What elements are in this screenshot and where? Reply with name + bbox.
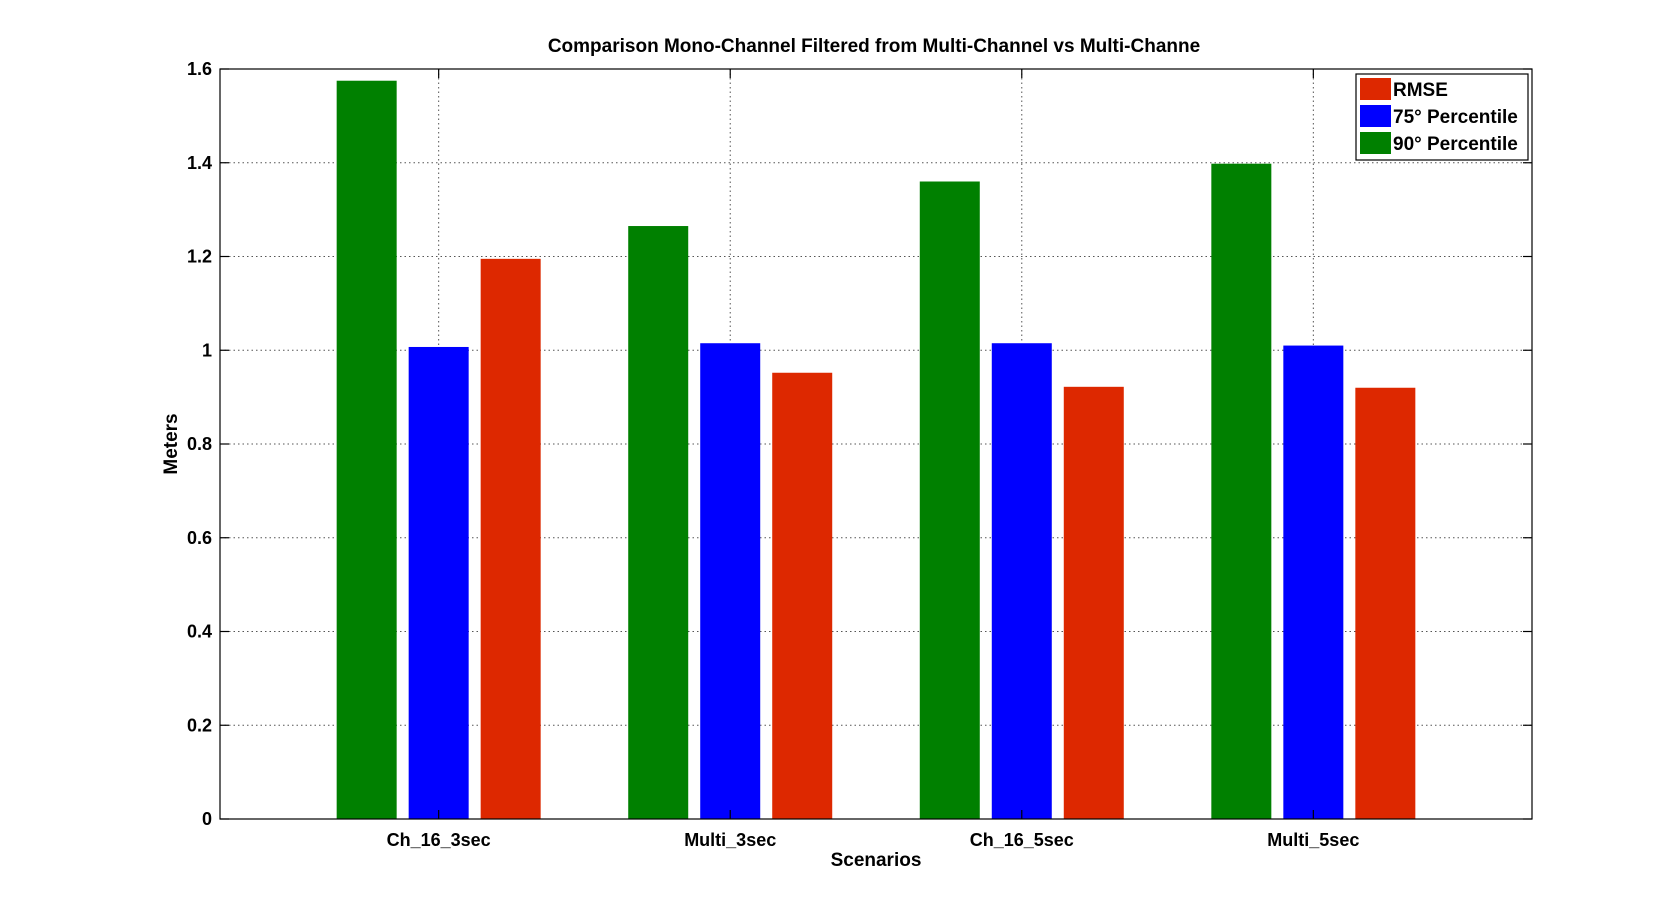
y-tick-label: 0.2 bbox=[187, 715, 212, 735]
bars bbox=[336, 80, 1416, 819]
x-tick-label: Ch_16_3sec bbox=[387, 830, 491, 850]
legend-swatch bbox=[1360, 105, 1391, 127]
bar bbox=[336, 80, 397, 819]
x-tick-label: Multi_5sec bbox=[1267, 830, 1359, 850]
y-axis-label: Meters bbox=[161, 413, 182, 474]
bar bbox=[628, 226, 689, 819]
y-tick-label: 0.8 bbox=[187, 434, 212, 454]
y-tick-label: 0.4 bbox=[187, 622, 212, 642]
legend-label: RMSE bbox=[1393, 80, 1448, 101]
bar bbox=[1211, 163, 1272, 819]
legend-swatch bbox=[1360, 132, 1391, 154]
axis-ticks: 0 0.2 0.4 0.6 0.8 1 1.2 1.4 1.6 Ch_16_3sec Multi_3… bbox=[187, 59, 1532, 850]
bar bbox=[480, 258, 541, 819]
bar bbox=[991, 343, 1052, 819]
x-axis-label: Scenarios bbox=[831, 850, 922, 871]
y-tick-label: 0.6 bbox=[187, 528, 212, 548]
bar bbox=[408, 346, 469, 819]
chart-title: Comparison Mono-Channel Filtered from Mu… bbox=[548, 36, 1200, 57]
y-tick-label: 1.2 bbox=[187, 247, 212, 267]
y-tick-label: 1.6 bbox=[187, 59, 212, 79]
y-tick-label: 0 bbox=[202, 809, 212, 829]
legend-swatch bbox=[1360, 78, 1391, 100]
bar bbox=[1063, 386, 1124, 819]
legend: RMSE 75° Percentile 90° Percentile bbox=[1355, 73, 1529, 161]
bar bbox=[700, 343, 761, 819]
bar bbox=[919, 181, 980, 819]
y-tick-label: 1.4 bbox=[187, 153, 212, 173]
bar bbox=[1355, 387, 1416, 819]
x-tick-label: Multi_3sec bbox=[684, 830, 776, 850]
bar bbox=[1283, 345, 1344, 819]
y-tick-label: 1 bbox=[202, 340, 212, 360]
bar bbox=[772, 372, 833, 819]
legend-label: 90° Percentile bbox=[1393, 134, 1518, 155]
x-tick-label: Ch_16_5sec bbox=[970, 830, 1074, 850]
legend-label: 75° Percentile bbox=[1393, 107, 1518, 128]
